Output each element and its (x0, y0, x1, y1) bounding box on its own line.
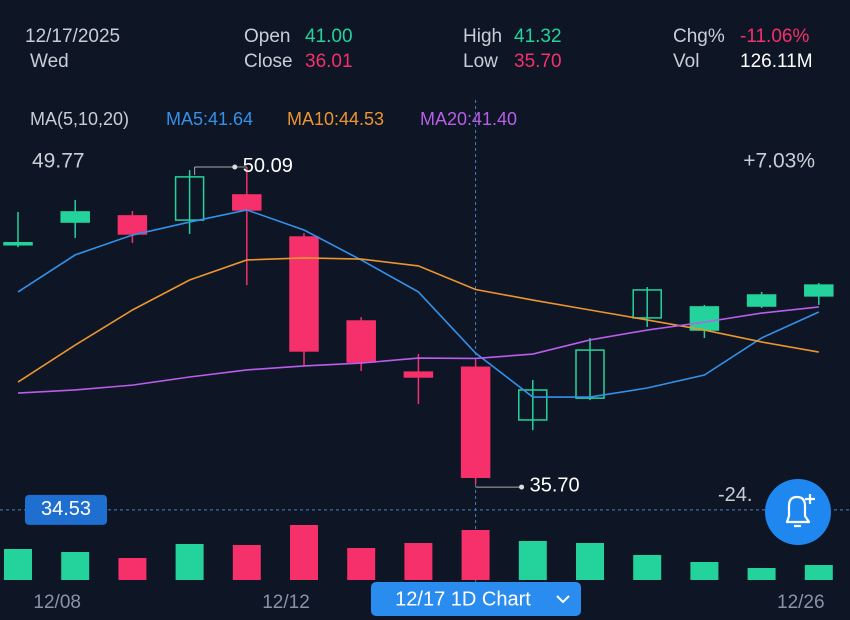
ma-line (17, 306, 819, 394)
chart-button-caret (556, 595, 570, 604)
ma-line (17, 209, 820, 398)
bell-icon (785, 495, 811, 528)
candle-body (518, 389, 548, 421)
volume-bar (347, 547, 376, 580)
min-label: 35.70 (530, 474, 580, 496)
legend-entry: MA20:41.40 (420, 109, 517, 129)
info-label: Vol (673, 51, 699, 72)
crosshair-price-box (25, 494, 107, 525)
info-label: Chg% (673, 26, 725, 47)
volume-bar (118, 557, 147, 580)
volume-bar (804, 565, 833, 580)
min-dot (519, 484, 525, 490)
date: 12/17/2025 (25, 26, 120, 47)
candle-body (746, 294, 777, 307)
candle-body (289, 236, 319, 352)
crosshair-price-label: 34.53 (41, 498, 91, 520)
info-label: High (463, 26, 502, 47)
candle-body (403, 371, 434, 378)
volume-bar (747, 567, 776, 580)
top-price: 49.77 (32, 150, 85, 173)
ma-line (17, 257, 819, 383)
bottom-change: -24. (718, 484, 752, 506)
info-value: 126.11M (740, 51, 813, 72)
info-value: 41.00 (305, 26, 353, 47)
max-dot (232, 164, 238, 170)
volume-bar (290, 525, 318, 580)
volume-bar (461, 529, 490, 580)
info-value: 36.01 (305, 51, 353, 72)
alert-button[interactable] (765, 479, 831, 545)
volume-bar (232, 544, 261, 580)
volume-bar (690, 561, 719, 580)
volume-bar (175, 543, 204, 580)
chart-button-label: 12/17 1D Chart (395, 588, 531, 610)
chart-button-bg (371, 582, 581, 616)
legend-entry: MA5:41.64 (166, 109, 253, 129)
x-tick-label: 12/26 (777, 592, 825, 613)
legend-entry: MA10:44.53 (287, 109, 384, 129)
volume-bar (576, 543, 604, 580)
info-label: Open (244, 26, 290, 47)
candle-body (232, 194, 262, 211)
max-label: 50.09 (243, 155, 293, 177)
candle-body (575, 349, 605, 399)
volume-bar (4, 548, 32, 580)
candle-body (804, 284, 834, 297)
top-change: +7.03% (743, 150, 815, 173)
weekday: Wed (30, 51, 69, 72)
candle-body (346, 320, 376, 363)
info-value: 35.70 (514, 51, 562, 72)
volume-bar (518, 540, 547, 580)
info-value: 41.32 (514, 26, 562, 47)
chart-button[interactable]: 12/17 1D Chart (371, 582, 581, 616)
candle-body (3, 242, 33, 246)
ma-title: MA(5,10,20) (30, 109, 129, 129)
candle-body (689, 306, 720, 331)
bell-plus (805, 494, 815, 504)
candle-body (117, 215, 148, 235)
info-value: -11.06% (740, 26, 809, 47)
info-label: Close (244, 51, 293, 72)
candle-body (460, 366, 491, 478)
x-tick-label: 12/08 (33, 592, 81, 613)
alert-button-bg (765, 479, 831, 545)
volume-bar (633, 554, 662, 580)
volume-bar (404, 543, 433, 580)
volume-bar (61, 552, 90, 580)
info-label: Low (463, 51, 498, 72)
candle-body (174, 176, 205, 221)
candle-body (632, 289, 662, 319)
candle-body (60, 211, 90, 223)
x-tick-label: 12/12 (262, 592, 310, 613)
